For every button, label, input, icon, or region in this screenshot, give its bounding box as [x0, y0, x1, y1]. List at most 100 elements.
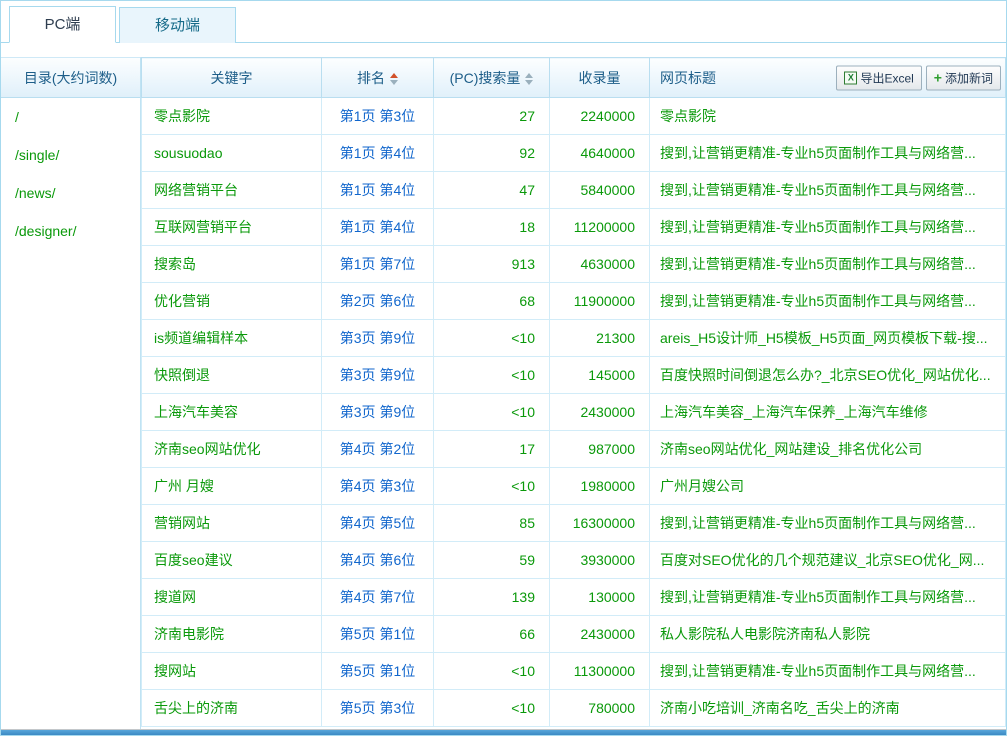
- rank-link[interactable]: 第4页 第7位: [339, 589, 416, 605]
- rank-link[interactable]: 第2页 第6位: [339, 293, 416, 309]
- search-volume-cell: <10: [433, 319, 550, 357]
- index-count-cell: 21300: [549, 319, 650, 357]
- table-row: 广州 月嫂 第4页 第3位 <10 1980000 广州月嫂公司: [141, 467, 1006, 505]
- index-count-cell: 16300000: [549, 504, 650, 542]
- col-header-rank: 排名: [321, 57, 434, 98]
- search-volume-cell: 47: [433, 171, 550, 209]
- sidebar-item-single[interactable]: /single/: [15, 147, 60, 163]
- title-cell: 济南seo网站优化_网站建设_排名优化公司: [649, 430, 1006, 468]
- rank-link[interactable]: 第3页 第9位: [339, 330, 416, 346]
- table-row: 舌尖上的济南 第5页 第3位 <10 780000 济南小吃培训_济南名吃_舌尖…: [141, 689, 1006, 727]
- tab-pc[interactable]: PC端: [9, 6, 116, 43]
- col-header-page-title: 网页标题 X 导出Excel + 添加新词: [649, 57, 1006, 98]
- table-row: 搜道网 第4页 第7位 139 130000 搜到,让营销更精准-专业h5页面制…: [141, 578, 1006, 616]
- col-header-search-volume-label: (PC)搜索量: [449, 69, 521, 86]
- search-volume-sort-icon[interactable]: [525, 72, 534, 85]
- table-row: 百度seo建议 第4页 第6位 59 3930000 百度对SEO优化的几个规范…: [141, 541, 1006, 579]
- rank-link[interactable]: 第5页 第1位: [339, 663, 416, 679]
- title-cell: 搜到,让营销更精准-专业h5页面制作工具与网络营...: [649, 578, 1006, 616]
- keyword-cell: 搜索岛: [141, 245, 322, 283]
- col-header-index-count: 收录量: [549, 57, 650, 98]
- sidebar-item-root[interactable]: /: [15, 109, 19, 125]
- keyword-cell: 百度seo建议: [141, 541, 322, 579]
- rank-link[interactable]: 第3页 第9位: [339, 404, 416, 420]
- tab-mobile[interactable]: 移动端: [119, 7, 236, 43]
- search-volume-cell: <10: [433, 393, 550, 431]
- keyword-cell: 优化营销: [141, 282, 322, 320]
- rank-link[interactable]: 第5页 第3位: [339, 700, 416, 716]
- rank-link[interactable]: 第1页 第4位: [339, 219, 416, 235]
- search-volume-cell: <10: [433, 356, 550, 394]
- table-row: 零点影院 第1页 第3位 27 2240000 零点影院: [141, 97, 1006, 135]
- index-count-cell: 2430000: [549, 615, 650, 653]
- keyword-cell: 搜道网: [141, 578, 322, 616]
- tab-content-gap: [1, 43, 1006, 57]
- title-cell: 搜到,让营销更精准-专业h5页面制作工具与网络营...: [649, 208, 1006, 246]
- title-cell: 济南小吃培训_济南名吃_舌尖上的济南: [649, 689, 1006, 727]
- keyword-cell: 营销网站: [141, 504, 322, 542]
- title-cell: 搜到,让营销更精准-专业h5页面制作工具与网络营...: [649, 245, 1006, 283]
- export-excel-label: 导出Excel: [860, 71, 914, 85]
- table-row: 搜索岛 第1页 第7位 913 4630000 搜到,让营销更精准-专业h5页面…: [141, 245, 1006, 283]
- directory-sidebar: 目录(大约词数) / /single/ /news/ /designer/: [1, 57, 141, 729]
- search-volume-cell: 17: [433, 430, 550, 468]
- index-count-cell: 987000: [549, 430, 650, 468]
- keyword-cell: 济南seo网站优化: [141, 430, 322, 468]
- rank-sort-icon[interactable]: [390, 72, 398, 85]
- rank-link[interactable]: 第4页 第3位: [339, 478, 416, 494]
- rank-link[interactable]: 第1页 第4位: [339, 182, 416, 198]
- sidebar-item-designer[interactable]: /designer/: [15, 223, 77, 239]
- title-cell: 百度快照时间倒退怎么办?_北京SEO优化_网站优化...: [649, 356, 1006, 394]
- table-row: 快照倒退 第3页 第9位 <10 145000 百度快照时间倒退怎么办?_北京S…: [141, 356, 1006, 394]
- keyword-table: 关键字 排名 (PC)搜索量 收录量 网页标题 X: [141, 57, 1006, 727]
- tab-bar: PC端 移动端: [1, 1, 1006, 43]
- title-cell: 零点影院: [649, 97, 1006, 135]
- excel-icon: X: [844, 71, 858, 84]
- export-excel-button[interactable]: X 导出Excel: [836, 65, 922, 90]
- table-header-row: 关键字 排名 (PC)搜索量 收录量 网页标题 X: [141, 57, 1006, 98]
- col-header-page-title-label: 网页标题: [660, 69, 716, 86]
- rank-link[interactable]: 第1页 第7位: [339, 256, 416, 272]
- title-cell: 百度对SEO优化的几个规范建议_北京SEO优化_网...: [649, 541, 1006, 579]
- index-count-cell: 11300000: [549, 652, 650, 690]
- search-volume-cell: 68: [433, 282, 550, 320]
- index-count-cell: 2430000: [549, 393, 650, 431]
- search-volume-cell: <10: [433, 652, 550, 690]
- index-count-cell: 780000: [549, 689, 650, 727]
- search-volume-cell: 85: [433, 504, 550, 542]
- table-row: 互联网营销平台 第1页 第4位 18 11200000 搜到,让营销更精准-专业…: [141, 208, 1006, 246]
- table-row: 上海汽车美容 第3页 第9位 <10 2430000 上海汽车美容_上海汽车保养…: [141, 393, 1006, 431]
- rank-link[interactable]: 第4页 第2位: [339, 441, 416, 457]
- sidebar-item-news[interactable]: /news/: [15, 185, 56, 201]
- rank-link[interactable]: 第4页 第5位: [339, 515, 416, 531]
- index-count-cell: 3930000: [549, 541, 650, 579]
- index-count-cell: 11200000: [549, 208, 650, 246]
- title-cell: 搜到,让营销更精准-专业h5页面制作工具与网络营...: [649, 134, 1006, 172]
- table-row: 营销网站 第4页 第5位 85 16300000 搜到,让营销更精准-专业h5页…: [141, 504, 1006, 542]
- search-volume-cell: 139: [433, 578, 550, 616]
- keyword-cell: sousuodao: [141, 134, 322, 172]
- add-keyword-button[interactable]: + 添加新词: [925, 65, 1001, 90]
- rank-link[interactable]: 第1页 第4位: [339, 145, 416, 161]
- rank-link[interactable]: 第1页 第3位: [339, 108, 416, 124]
- search-volume-cell: 18: [433, 208, 550, 246]
- table-body: 零点影院 第1页 第3位 27 2240000 零点影院 sousuodao 第…: [141, 97, 1006, 727]
- table-row: 网络营销平台 第1页 第4位 47 5840000 搜到,让营销更精准-专业h5…: [141, 171, 1006, 209]
- rank-link[interactable]: 第3页 第9位: [339, 367, 416, 383]
- index-count-cell: 2240000: [549, 97, 650, 135]
- keyword-cell: 广州 月嫂: [141, 467, 322, 505]
- keyword-cell: 快照倒退: [141, 356, 322, 394]
- keyword-cell: 零点影院: [141, 97, 322, 135]
- col-header-rank-label: 排名: [357, 69, 385, 86]
- add-keyword-label: 添加新词: [944, 71, 993, 85]
- title-cell: 搜到,让营销更精准-专业h5页面制作工具与网络营...: [649, 282, 1006, 320]
- index-count-cell: 4630000: [549, 245, 650, 283]
- header-buttons: X 导出Excel + 添加新词: [836, 65, 1001, 90]
- rank-link[interactable]: 第5页 第1位: [339, 626, 416, 642]
- rank-link[interactable]: 第4页 第6位: [339, 552, 416, 568]
- search-volume-cell: 92: [433, 134, 550, 172]
- index-count-cell: 5840000: [549, 171, 650, 209]
- keyword-cell: 搜网站: [141, 652, 322, 690]
- search-volume-cell: <10: [433, 467, 550, 505]
